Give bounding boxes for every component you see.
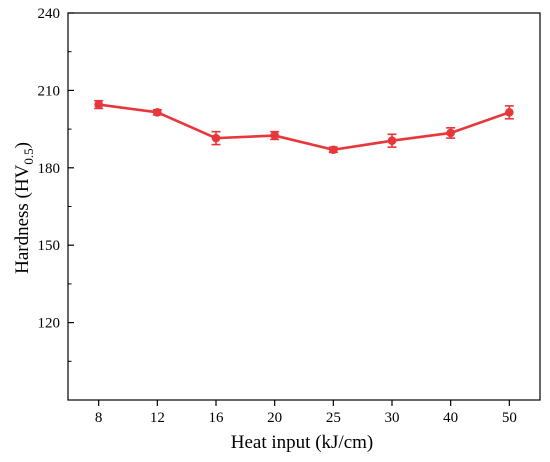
y-axis-title-end: ) bbox=[12, 142, 33, 148]
data-point-20 bbox=[270, 131, 279, 140]
data-point-8 bbox=[94, 100, 103, 109]
x-tick-label-30: 30 bbox=[384, 410, 399, 426]
x-tick-label-12: 12 bbox=[150, 410, 165, 426]
x-tick-label-20: 20 bbox=[267, 410, 282, 426]
y-tick-label-120: 120 bbox=[38, 316, 61, 332]
y-axis-title: Hardness (HV0.5) bbox=[12, 142, 36, 274]
data-point-16 bbox=[211, 133, 221, 143]
series bbox=[94, 99, 514, 155]
data-point-25 bbox=[329, 145, 338, 155]
ticks: 120 150 180 210 240 8 12 16 20 25 30 40 50 bbox=[38, 6, 517, 426]
x-tick-label-8: 8 bbox=[95, 410, 103, 426]
y-axis-title-subscript: 0.5 bbox=[21, 148, 36, 164]
data-point-50 bbox=[505, 108, 514, 117]
y-tick-label-210: 210 bbox=[38, 83, 61, 99]
x-tick-label-50: 50 bbox=[502, 410, 517, 426]
y-tick-label-240: 240 bbox=[38, 6, 61, 22]
y-tick-label-180: 180 bbox=[38, 161, 61, 177]
data-point-30 bbox=[387, 136, 397, 146]
axes bbox=[67, 12, 541, 401]
data-point-12 bbox=[153, 108, 162, 117]
x-tick-label-25: 25 bbox=[326, 410, 341, 426]
plot-frame bbox=[67, 12, 541, 401]
x-tick-label-40: 40 bbox=[443, 410, 458, 426]
y-axis-title-main: Hardness (HV bbox=[12, 164, 33, 274]
data-point-40 bbox=[446, 128, 455, 138]
series-line bbox=[98, 103, 510, 152]
y-tick-label-150: 150 bbox=[38, 238, 61, 254]
x-axis-title: Heat input (kJ/cm) bbox=[231, 432, 373, 453]
x-tick-label-16: 16 bbox=[209, 410, 225, 426]
